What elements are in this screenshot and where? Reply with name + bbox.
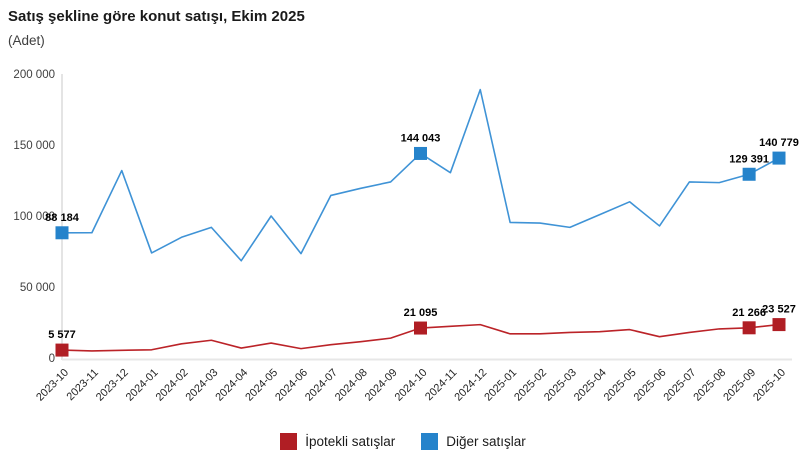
legend-label: Diğer satışlar [446, 433, 526, 449]
data-label: 129 391 [729, 153, 769, 165]
series-marker [55, 226, 69, 240]
data-label: 21 266 [732, 307, 766, 319]
data-label: 21 095 [404, 307, 438, 319]
x-axis-tick-label: 2025-10 [751, 367, 788, 404]
y-axis-tick-label: 150 000 [13, 140, 55, 152]
legend-swatch-blue [421, 432, 439, 450]
series-marker [414, 321, 427, 335]
data-label: 88 184 [45, 212, 80, 224]
series-marker [414, 146, 427, 160]
legend-item-diger[interactable]: Diğer satışlar [421, 432, 526, 450]
legend-item-ipotekli[interactable]: İpotekli satışlar [280, 432, 396, 450]
legend-swatch-red [280, 432, 298, 450]
data-label: 23 527 [762, 304, 796, 316]
chart-unit-label: (Adet) [8, 33, 45, 48]
data-label: 5 577 [48, 329, 76, 341]
series-marker [772, 151, 786, 165]
chart-header: Satış şekline göre konut satışı, Ekim 20… [0, 0, 806, 49]
series-marker [742, 167, 756, 181]
legend-label: İpotekli satışlar [305, 433, 396, 449]
x-axis-tick-label: 2024-10 [393, 367, 430, 404]
y-axis-tick-label: 100 000 [13, 211, 55, 223]
x-axis-tick-label: 2023-10 [34, 367, 71, 404]
series-marker [55, 343, 69, 357]
chart-title: Satış şekline göre konut satışı, Ekim 20… [8, 8, 305, 25]
series-marker [772, 318, 786, 332]
chart-legend: İpotekli satışlar Diğer satışlar [0, 428, 806, 454]
series-line-diger [61, 88, 780, 262]
y-axis-tick-label: 200 000 [13, 69, 55, 81]
data-label: 140 779 [759, 137, 799, 149]
y-axis-tick-label: 0 [49, 353, 55, 365]
y-axis-tick-label: 50 000 [20, 282, 55, 294]
data-label: 144 043 [401, 132, 441, 144]
series-marker [742, 321, 756, 335]
